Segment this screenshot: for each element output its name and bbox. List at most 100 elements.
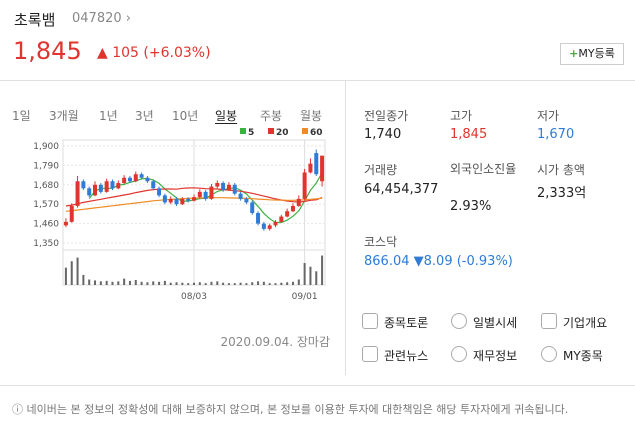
stat-label: 저가	[537, 109, 560, 123]
volume-bar	[227, 283, 230, 285]
volume-bar	[233, 283, 236, 285]
volume-bar	[134, 279, 137, 285]
candle-body	[308, 163, 313, 173]
volume-bar	[309, 266, 312, 285]
chart-tab[interactable]: 3개월	[49, 109, 79, 123]
candle-body	[81, 181, 86, 189]
volume-bar	[152, 281, 155, 285]
my-button[interactable]: +MY등록	[560, 43, 624, 65]
volume-bar	[76, 257, 79, 285]
stat-label: 거래량	[364, 163, 398, 177]
candle-body	[267, 225, 272, 229]
stat-value: 2,333억	[537, 186, 587, 201]
chart-tab[interactable]: 일봉	[215, 109, 238, 123]
price: 1,845	[13, 37, 82, 65]
volume-bar	[251, 282, 254, 285]
legend-label: 20	[276, 128, 289, 138]
candle-body	[320, 155, 325, 182]
chart-tab[interactable]: 주봉	[260, 109, 283, 123]
candle-body	[157, 188, 162, 196]
volume-bar	[257, 281, 260, 285]
candle-body	[162, 195, 167, 203]
my-button-label: MY등록	[578, 47, 615, 60]
volume-bar	[245, 283, 248, 285]
link[interactable]: 일별시세	[473, 316, 518, 330]
link-icon	[362, 346, 378, 362]
candle-body	[279, 216, 284, 222]
index-value: 866.04 ▼8.09 (-0.93%)	[364, 254, 513, 269]
chart-tab[interactable]: 10년	[172, 109, 199, 123]
volume-bar	[297, 279, 300, 285]
y-tick-label: 1,900	[33, 142, 59, 152]
link[interactable]: 종목토론	[384, 316, 429, 330]
stock-name[interactable]: 초록뱀	[14, 11, 56, 29]
candle-body	[174, 198, 179, 205]
volume-bar	[111, 281, 114, 285]
volume-bar	[262, 281, 265, 285]
candle-body	[232, 184, 237, 194]
volume-bar	[321, 255, 324, 285]
legend-swatch	[268, 128, 274, 134]
chart-tab[interactable]: 3년	[135, 109, 154, 123]
candle-body	[186, 198, 191, 201]
candle-body	[145, 177, 150, 182]
legend-swatch	[302, 128, 308, 134]
candle-body	[256, 213, 261, 224]
legend-swatch	[240, 128, 246, 134]
candle-body	[116, 183, 121, 189]
candle-body	[122, 177, 127, 184]
volume-bar	[239, 282, 242, 285]
candle-body	[75, 181, 80, 206]
volume-bar	[222, 282, 225, 285]
link-icon	[541, 346, 557, 362]
candle-body	[192, 197, 196, 201]
volume-bar	[274, 283, 277, 285]
volume-bar	[303, 263, 306, 285]
candle-body	[139, 174, 144, 178]
candle-body	[244, 198, 249, 203]
stock-code: 047820 ›	[72, 11, 131, 26]
candle-body	[110, 181, 115, 189]
link[interactable]: 기업개요	[563, 316, 608, 330]
candle-body	[93, 184, 98, 196]
candle-body	[151, 181, 156, 189]
volume-bar	[291, 281, 294, 285]
candle-body	[238, 193, 243, 199]
candle-body	[133, 174, 138, 182]
y-tick-label: 1,350	[33, 239, 59, 249]
stat-value: 1,670	[537, 127, 575, 142]
candle-body	[98, 184, 103, 192]
index-pct: (-0.93%)	[456, 254, 513, 269]
candle-body	[209, 186, 214, 199]
volume-bar	[105, 280, 108, 285]
link-icon	[451, 313, 467, 329]
legend-label: 5	[248, 128, 254, 138]
volume-bar	[204, 283, 207, 285]
stat-value: 1,845	[450, 127, 488, 142]
candle-body	[63, 221, 68, 226]
link[interactable]: 관련뉴스	[384, 349, 429, 363]
candle-body	[127, 177, 132, 182]
stat-value: 2.93%	[450, 199, 492, 214]
volume-bar	[158, 281, 161, 285]
chart-tab[interactable]: 1년	[99, 109, 118, 123]
link[interactable]: MY종목	[563, 349, 603, 363]
y-tick-label: 1,790	[33, 161, 59, 171]
x-tick-label: 09/01	[292, 292, 318, 302]
candle-body	[296, 198, 301, 206]
chart: 1,900 1,790 1,680 1,570 1,460 1,350 08/03 09/01…	[33, 128, 326, 302]
volume-bar	[140, 281, 143, 285]
candle-body	[69, 205, 74, 222]
change-value: 105	[112, 45, 139, 61]
chart-tab[interactable]: 월봉	[300, 109, 323, 123]
volume-bar	[286, 282, 289, 285]
link[interactable]: 재무정보	[473, 349, 518, 363]
volume-bar	[88, 279, 91, 285]
chart-tab[interactable]: 1일	[12, 109, 31, 123]
candle-body	[168, 198, 173, 203]
link-icon	[541, 313, 557, 329]
stat-label: 전일종가	[364, 109, 409, 123]
candle-body	[314, 153, 319, 175]
volume-bar	[146, 282, 149, 285]
volume-bar	[128, 280, 131, 285]
